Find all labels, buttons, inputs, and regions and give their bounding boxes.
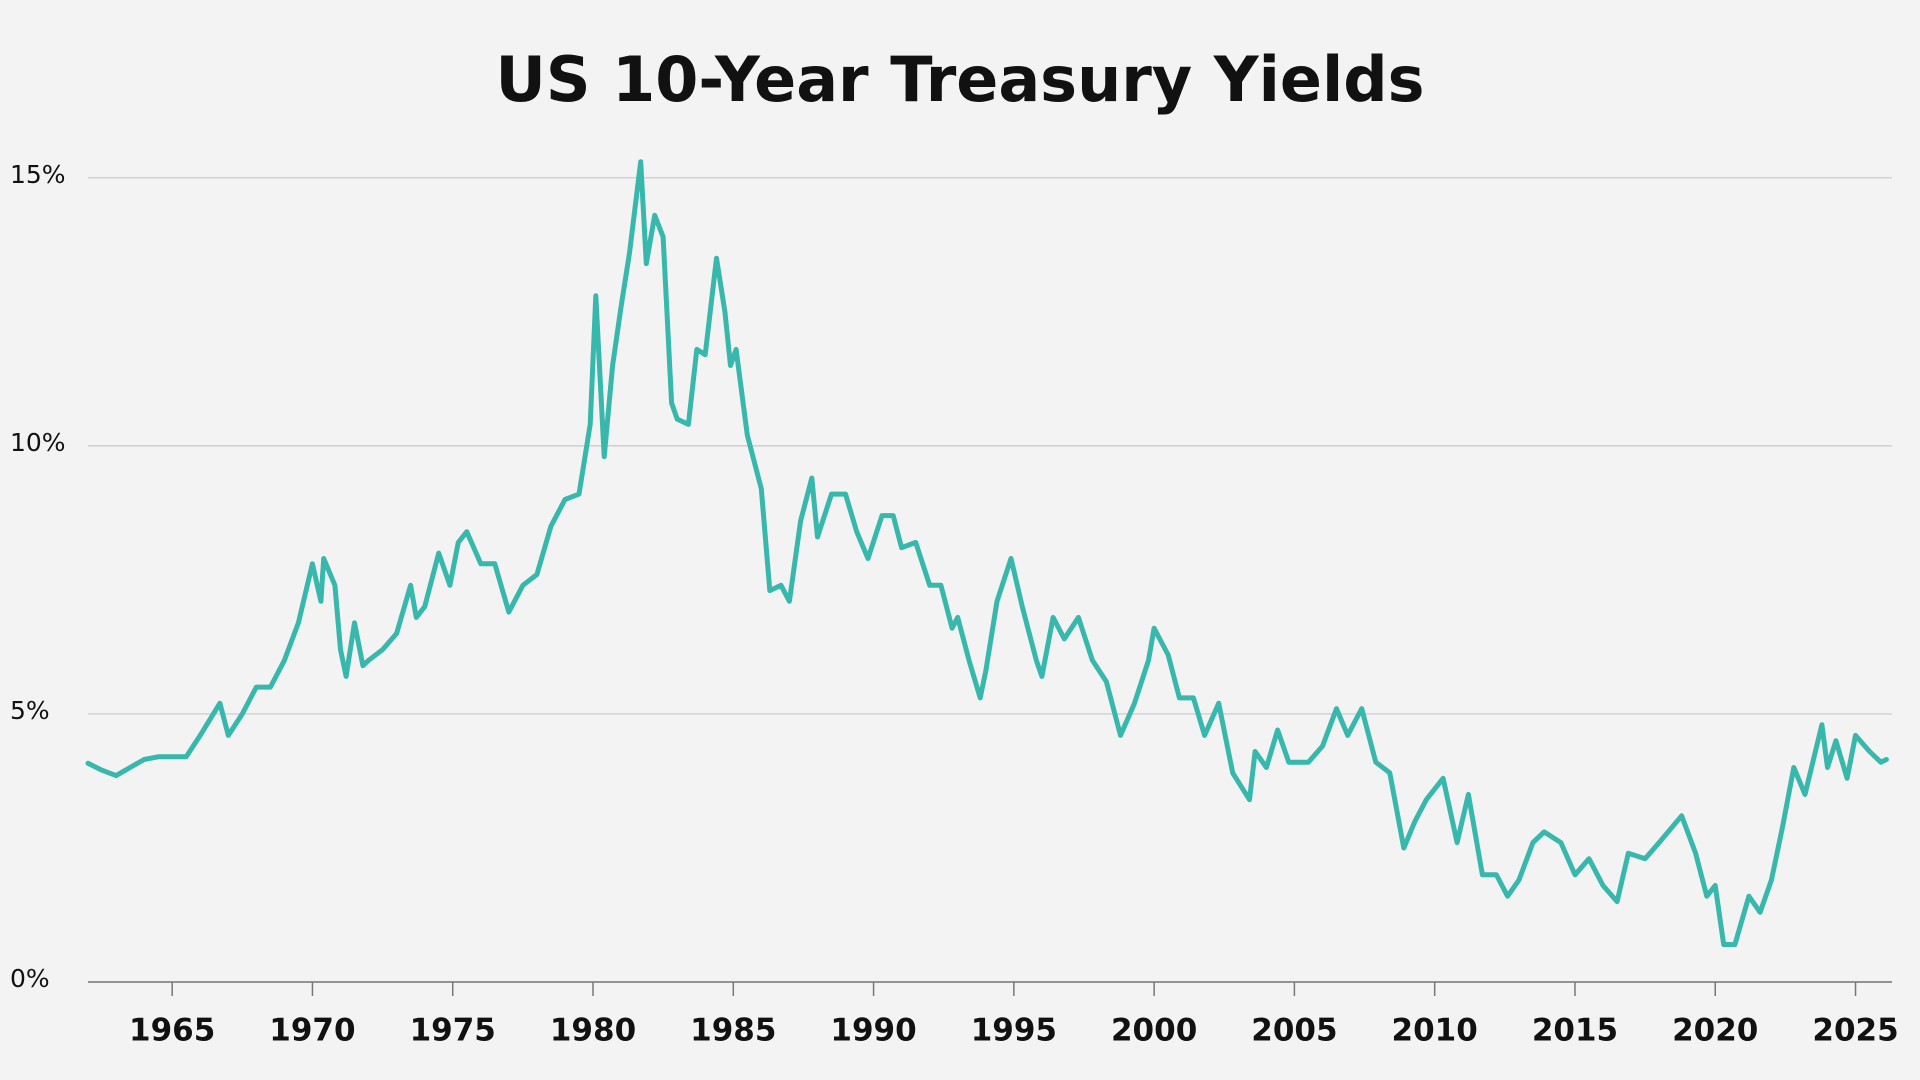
line-series bbox=[85, 159, 1889, 947]
x-tick-label: 1970 bbox=[269, 1013, 355, 1049]
x-tick-label: 1965 bbox=[129, 1013, 215, 1049]
y-tick-label: 0% bbox=[10, 964, 50, 993]
y-tick-label: 15% bbox=[10, 160, 66, 189]
x-tick-label: 2010 bbox=[1392, 1013, 1478, 1049]
x-tick-label: 1985 bbox=[690, 1013, 776, 1049]
x-tick-label: 2020 bbox=[1672, 1013, 1758, 1049]
x-tick-label: 1990 bbox=[830, 1013, 916, 1049]
x-tick-label: 1975 bbox=[410, 1013, 496, 1049]
x-tick-label: 2015 bbox=[1532, 1013, 1618, 1049]
x-tick-label: 2005 bbox=[1251, 1013, 1337, 1049]
x-tick-label: 1980 bbox=[550, 1013, 636, 1049]
x-tick-label: 2000 bbox=[1111, 1013, 1197, 1049]
y-tick-label: 5% bbox=[10, 696, 50, 725]
x-tick-label: 2025 bbox=[1812, 1013, 1898, 1049]
chart-title: US 10-Year Treasury Yields bbox=[495, 43, 1424, 116]
x-tick-label: 1995 bbox=[971, 1013, 1057, 1049]
y-tick-label: 10% bbox=[10, 428, 66, 457]
